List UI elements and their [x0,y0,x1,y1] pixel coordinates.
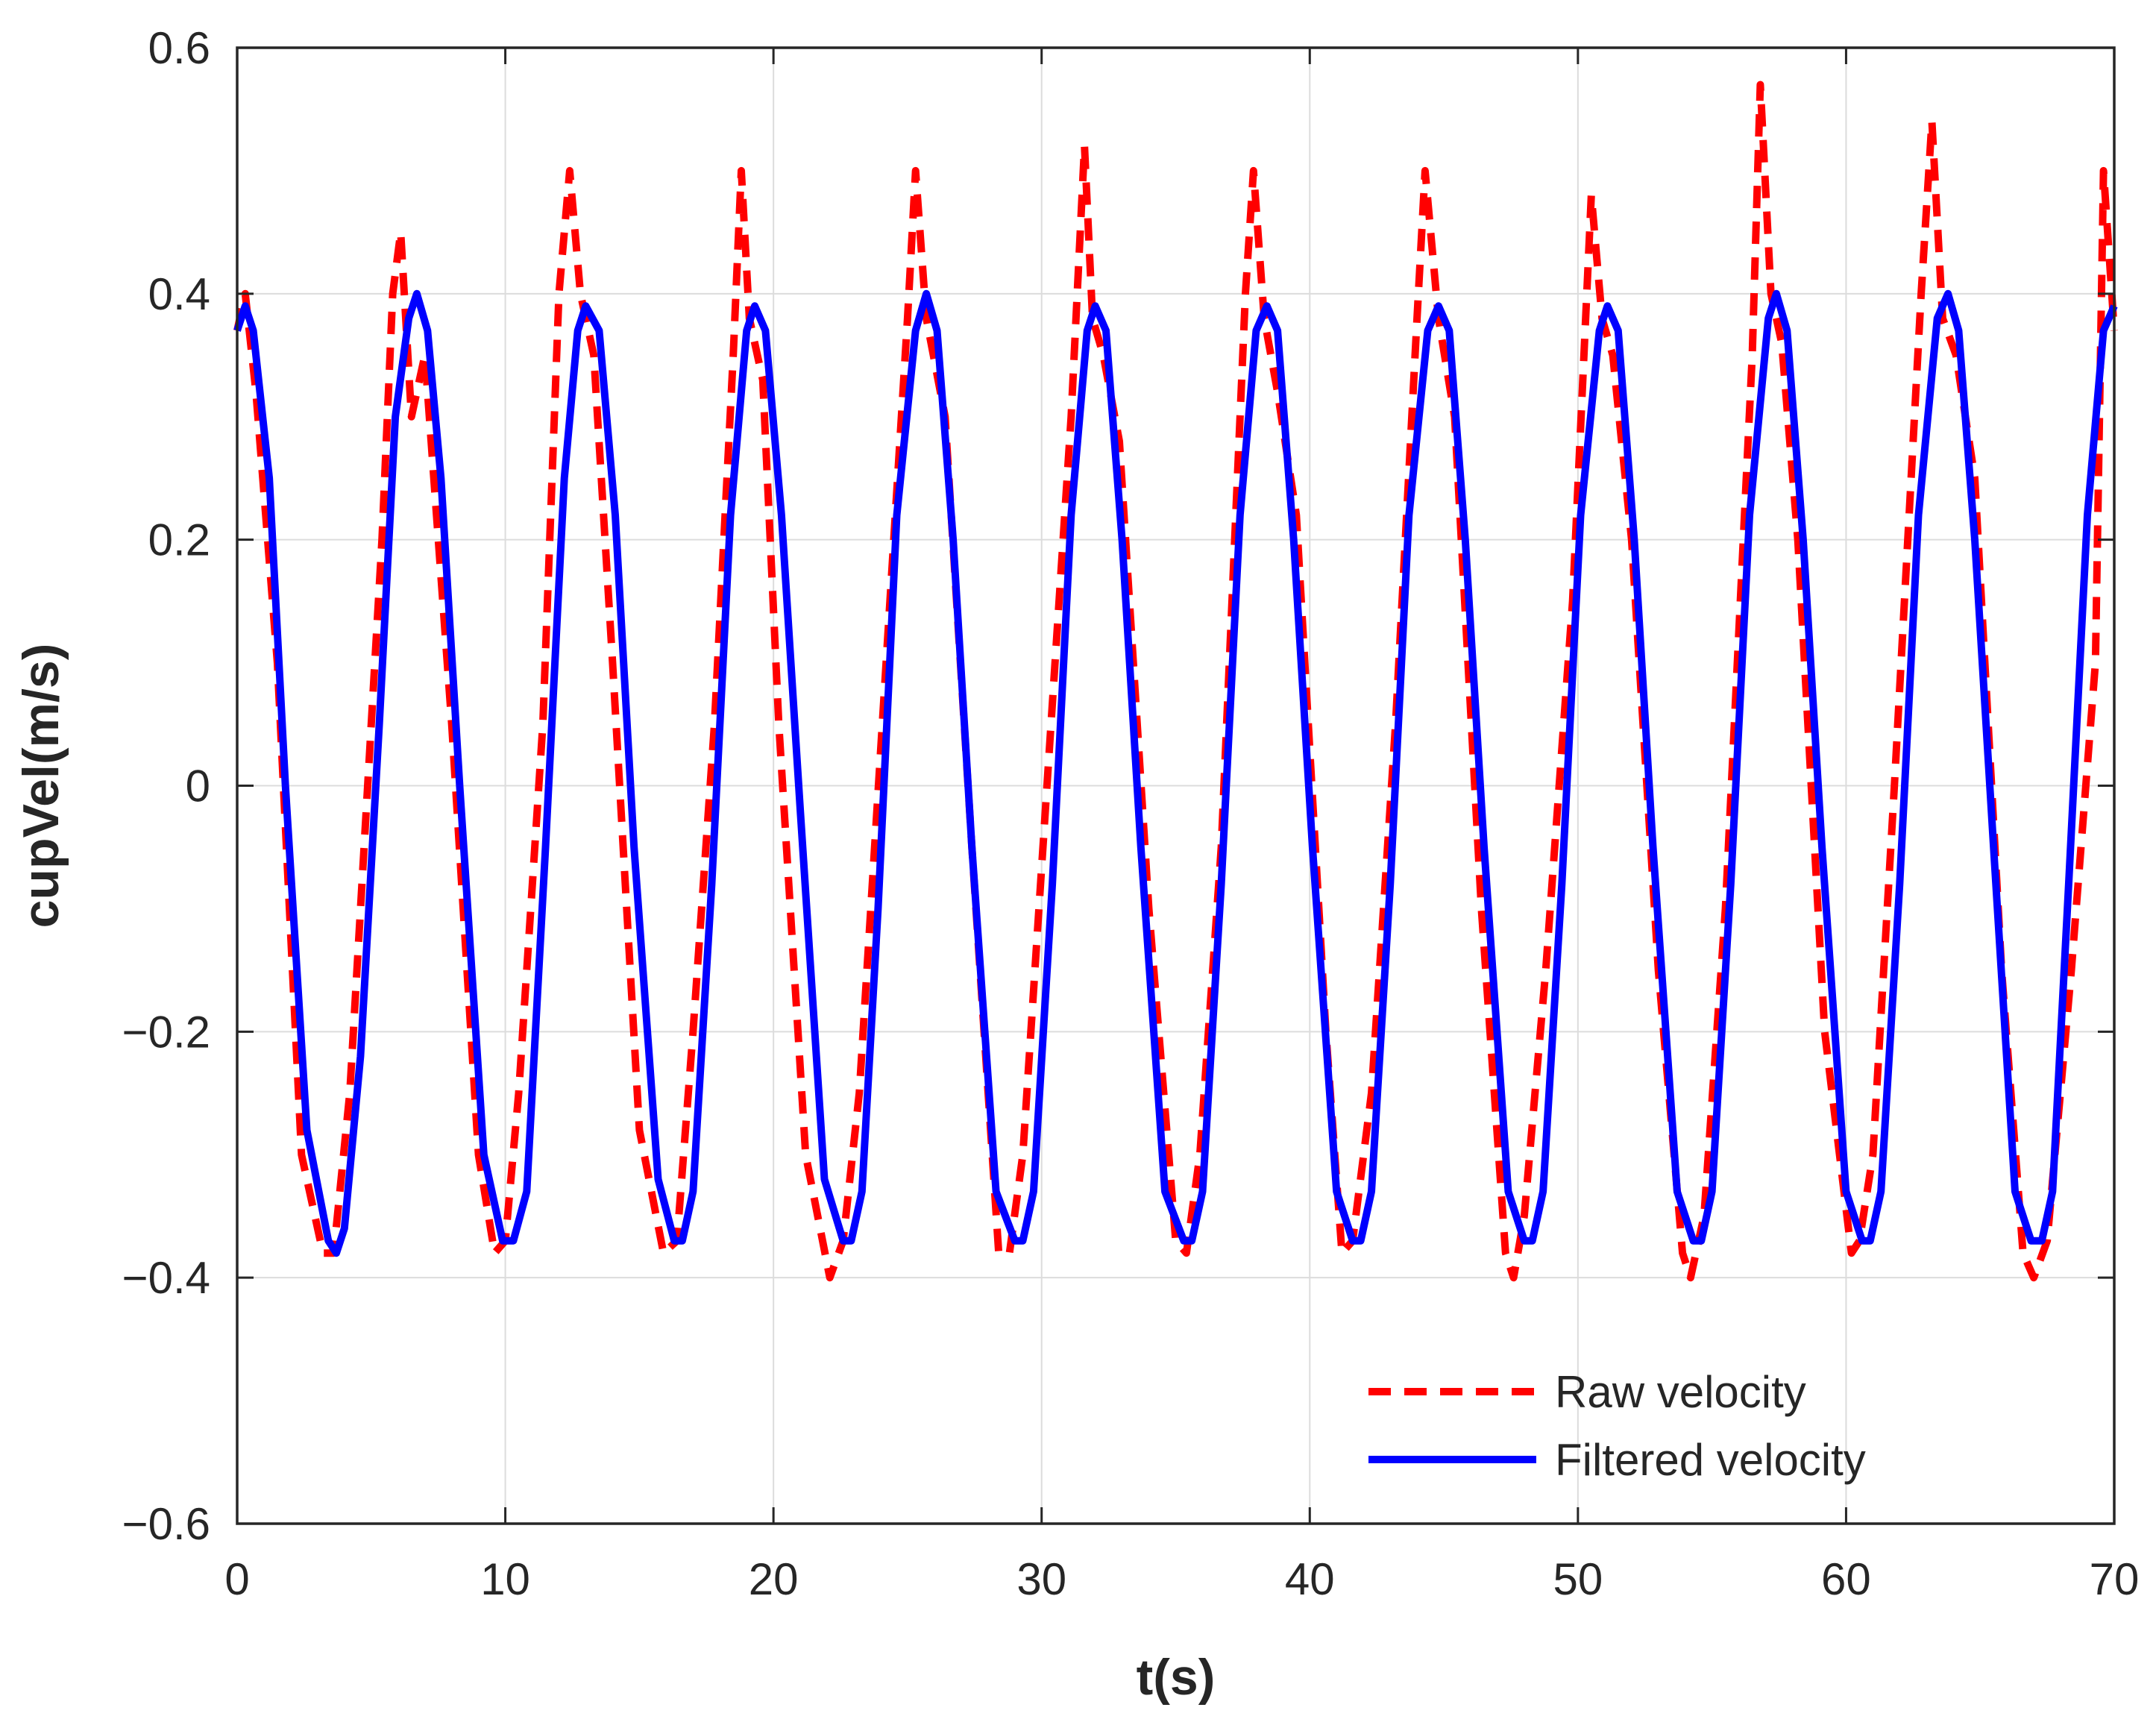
y-tick-label: −0.6 [122,1499,210,1549]
legend-label-filtered-velocity: Filtered velocity [1555,1435,1866,1485]
tick-labels: 0 10 20 30 40 50 60 70 −0.6 −0.4 −0.2 0 0.2 0.4 0.6 [122,23,2140,1604]
x-tick-label: 60 [1821,1554,1871,1604]
y-tick-label: 0.6 [148,23,210,73]
legend-label-raw-velocity: Raw velocity [1555,1367,1806,1417]
x-tick-label: 0 [224,1554,249,1604]
x-tick-label: 30 [1016,1554,1066,1604]
y-tick-label: 0.4 [148,269,210,319]
series-line-filtered-velocity [233,289,2118,1257]
axis-ticks [236,46,2116,1525]
y-axis-label: cupVel(m/s) [13,644,69,929]
y-tick-label: 0 [186,761,210,811]
x-tick-label: 20 [749,1554,799,1604]
x-tick-label: 40 [1285,1554,1335,1604]
x-tick-label: 10 [480,1554,530,1604]
y-tick-label: −0.4 [122,1253,210,1303]
x-tick-label: 50 [1553,1554,1603,1604]
y-tick-label: 0.2 [148,515,210,565]
x-tick-label: 70 [2090,1554,2140,1604]
x-axis-label: t(s) [1137,1649,1216,1706]
series-line-raw-velocity [233,81,2118,1282]
legend: Raw velocity Filtered velocity [1368,1367,1866,1485]
y-tick-label: −0.2 [122,1007,210,1057]
plot-series [233,81,2118,1282]
